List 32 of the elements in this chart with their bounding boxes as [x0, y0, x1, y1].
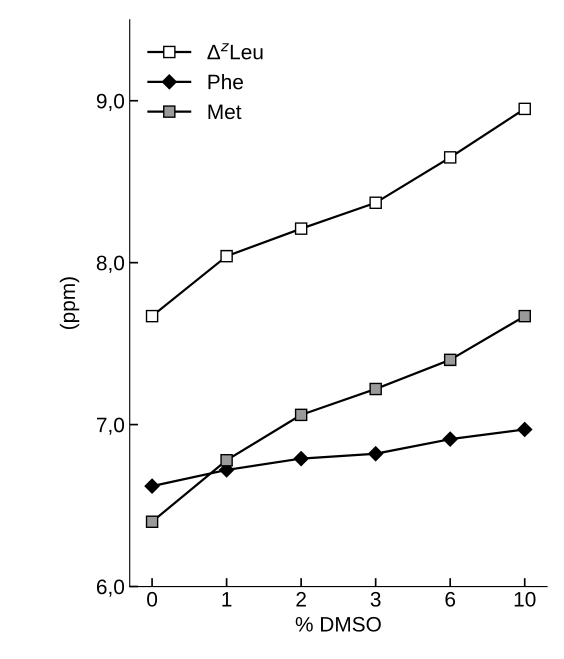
point	[444, 151, 456, 164]
point	[442, 432, 458, 447]
x-tick-label: 2	[296, 592, 306, 606]
point	[220, 250, 233, 262]
point	[144, 478, 160, 494]
x-tick-label: 10	[514, 592, 536, 607]
y-axis-title: (ppm)	[60, 277, 80, 330]
x-axis-title: % DMSO	[296, 616, 381, 632]
y-tick-label: 7,0	[96, 418, 124, 435]
point	[518, 310, 531, 322]
point	[369, 382, 382, 396]
x-tick-label: 1	[222, 592, 232, 606]
point	[146, 310, 158, 322]
point	[518, 102, 531, 116]
point	[517, 422, 532, 438]
legend-label: Phe	[208, 74, 243, 90]
y-tick-label: 9,0	[96, 94, 124, 111]
legend-label: Δ$^{z}$Leu	[207, 43, 263, 60]
x-tick-label: 6	[445, 592, 456, 607]
point	[294, 222, 308, 235]
point	[369, 196, 382, 209]
legend-label: Met	[208, 104, 242, 120]
x-tick-label: 3	[370, 592, 381, 607]
point	[220, 454, 233, 466]
y-tick-label: 6,0	[96, 580, 124, 597]
x-tick-label: 0	[147, 592, 158, 607]
point	[444, 354, 456, 366]
point	[146, 515, 158, 528]
y-tick-label: 8,0	[96, 256, 124, 273]
point	[294, 451, 309, 466]
point	[368, 446, 384, 462]
point	[294, 408, 308, 422]
